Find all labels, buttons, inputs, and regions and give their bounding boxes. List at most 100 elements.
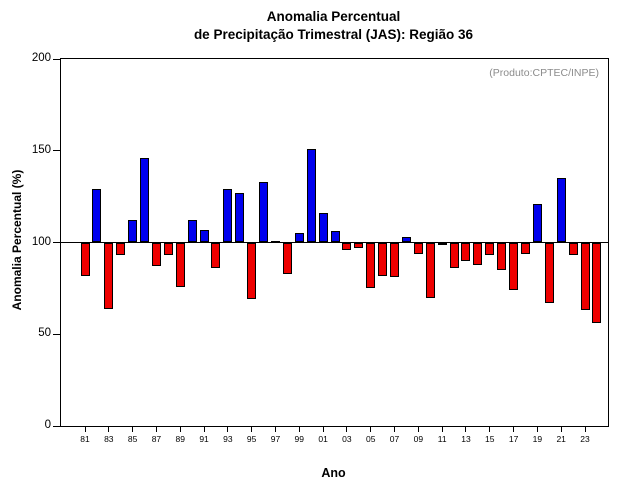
x-tick	[441, 426, 443, 432]
x-tick	[394, 426, 396, 432]
bar-2019	[532, 203, 542, 243]
x-tick	[322, 426, 324, 432]
x-tick-label: 93	[223, 434, 233, 444]
x-tick	[179, 426, 181, 432]
bar-1988	[163, 242, 173, 256]
bar-1981	[80, 242, 90, 276]
y-tick-label: 50	[38, 327, 51, 340]
bar-2012	[449, 242, 459, 269]
x-tick	[346, 426, 348, 432]
bar-2022	[568, 242, 578, 256]
bar-1986	[140, 158, 150, 243]
x-tick	[560, 426, 562, 432]
bar-1992	[211, 242, 221, 269]
y-tick-label: 100	[31, 235, 51, 248]
bar-1984	[116, 242, 126, 256]
plot-area: (Produto:CPTEC/INPE) 0 50 100 150 200 81 83 85 8…	[32, 52, 609, 444]
source-annotation: (Produto:CPTEC/INPE)	[489, 67, 599, 79]
x-tick-label: 97	[270, 434, 281, 444]
y-tick-label: 0	[44, 419, 51, 431]
x-tick	[251, 426, 253, 432]
bar-1995	[247, 242, 257, 300]
x-tick	[489, 426, 491, 432]
x-tick-label: 07	[389, 434, 400, 444]
x-tick-label: 05	[365, 434, 376, 444]
bar-2024	[592, 242, 602, 324]
y-tick-label: 200	[31, 52, 51, 64]
bar-2000	[306, 148, 316, 243]
x-tick-label: 91	[199, 434, 209, 444]
x-tick	[513, 426, 515, 432]
bar-1990	[187, 220, 197, 243]
bar-1983	[104, 242, 114, 309]
x-tick	[298, 426, 300, 432]
bar-2015	[485, 242, 495, 256]
x-tick-label: 09	[413, 434, 424, 444]
x-tick	[132, 426, 134, 432]
bar-2014	[473, 242, 483, 265]
y-tick	[53, 59, 60, 60]
x-tick-label: 95	[246, 434, 257, 444]
x-tick-label: 03	[342, 434, 352, 444]
bar-2003	[342, 242, 352, 250]
y-tick	[53, 425, 60, 427]
x-tick-label: 87	[151, 434, 162, 444]
x-tick	[155, 426, 157, 432]
bar-1996	[259, 181, 269, 243]
bar-2007	[390, 242, 400, 278]
x-tick	[227, 426, 229, 432]
x-tick	[465, 426, 467, 432]
x-tick-label: 21	[556, 434, 566, 444]
bar-1985	[128, 220, 138, 243]
x-tick-label: 11	[437, 434, 447, 444]
x-axis-label: Ano	[321, 466, 346, 480]
bar-2017	[509, 242, 519, 291]
bar-2021	[556, 178, 566, 243]
chart-title: Anomalia Percentual	[266, 9, 401, 24]
bar-1993	[223, 189, 233, 243]
bar-2016	[497, 242, 507, 271]
bar-2005	[366, 242, 376, 289]
bar-1982	[92, 189, 102, 243]
chart-subtitle: de Precipitação Trimestral (JAS): Região…	[193, 27, 474, 42]
bar-2023	[580, 242, 590, 311]
x-tick	[584, 426, 586, 432]
bar-2004	[354, 242, 364, 248]
x-tick	[274, 426, 276, 432]
x-tick-label: 13	[461, 434, 471, 444]
bar-2001	[318, 213, 328, 243]
bar-1999	[294, 233, 304, 243]
y-tick	[53, 333, 60, 335]
bar-1991	[199, 229, 209, 243]
x-tick-label: 99	[294, 434, 305, 444]
bar-2018	[520, 242, 530, 254]
bar-2006	[378, 242, 388, 276]
x-tick	[203, 426, 205, 432]
x-tick	[417, 426, 419, 432]
x-tick-label: 89	[175, 434, 185, 444]
bar-1998	[282, 242, 292, 274]
bar-1997	[270, 240, 280, 243]
bar-2013	[461, 242, 471, 261]
y-tick-label: 150	[31, 143, 51, 156]
x-tick-label: 17	[508, 434, 519, 444]
x-tick-label: 81	[80, 434, 90, 444]
x-tick	[84, 426, 86, 432]
bar-1989	[175, 242, 185, 287]
bar-1987	[151, 242, 161, 267]
bar-2002	[330, 231, 340, 243]
y-tick	[53, 242, 60, 243]
x-tick-label: 83	[104, 434, 114, 444]
x-tick-label: 01	[318, 434, 328, 444]
bar-1994	[235, 192, 245, 243]
bar-2011	[437, 242, 447, 245]
x-tick-label: 85	[127, 434, 138, 444]
bar-2010	[425, 242, 435, 298]
x-tick-label: 23	[580, 434, 590, 444]
x-tick	[108, 426, 110, 432]
x-tick	[370, 426, 372, 432]
bar-2020	[544, 242, 554, 304]
baseline-100	[61, 242, 608, 243]
x-tick	[536, 426, 538, 432]
